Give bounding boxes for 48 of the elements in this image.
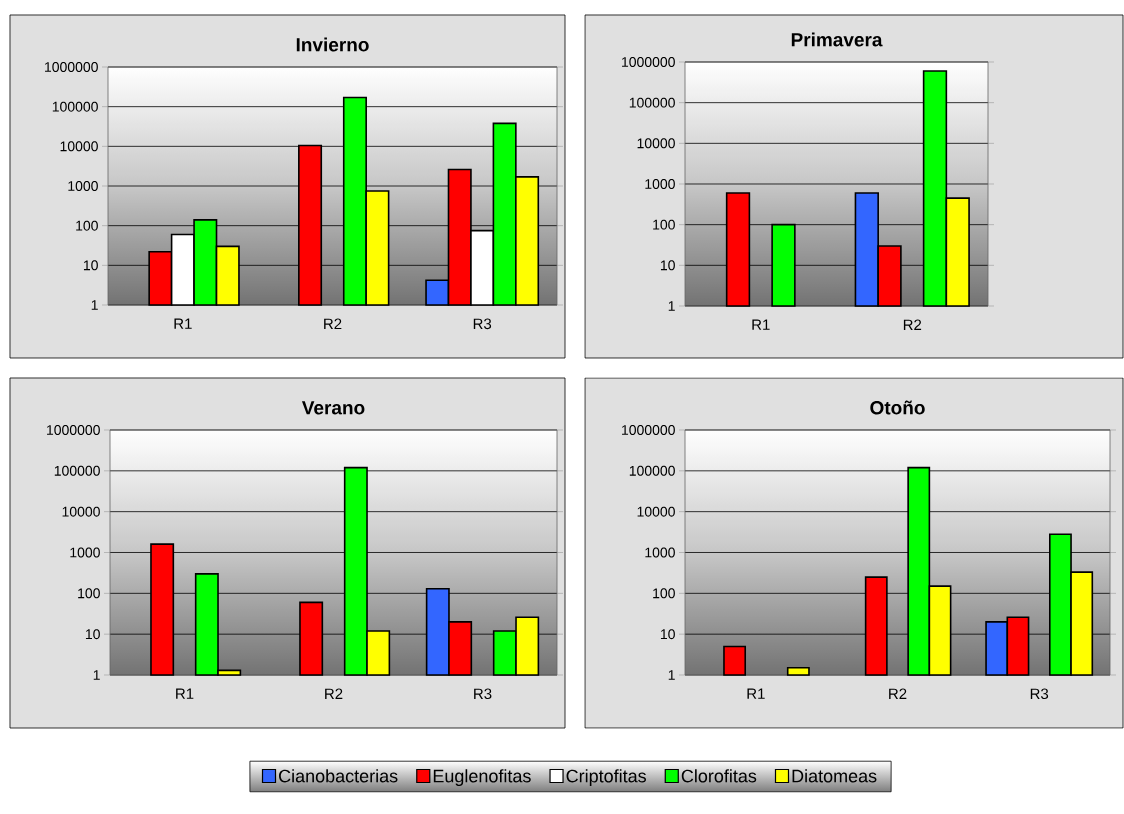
legend-label: Criptofitas bbox=[566, 769, 647, 786]
x-tick-label: R1 bbox=[174, 318, 192, 329]
x-tick-label: R3 bbox=[473, 318, 492, 330]
y-tick-label: 1000 bbox=[68, 181, 98, 191]
y-tick-label: 1000 bbox=[645, 179, 675, 189]
x-tick-label: R1 bbox=[176, 688, 194, 699]
y-tick-label: 1000000 bbox=[45, 62, 98, 72]
y-tick-label: 100 bbox=[653, 588, 675, 599]
y-tick-label: 1000000 bbox=[622, 425, 675, 435]
y-tick-label: 10000 bbox=[637, 506, 675, 517]
y-tick-label: 100000 bbox=[629, 97, 675, 108]
y-tick-label: 10000 bbox=[637, 138, 675, 149]
y-tick-label: 10000 bbox=[60, 141, 98, 152]
y-tick-label: 1 bbox=[668, 301, 675, 311]
y-tick-label: 100000 bbox=[54, 465, 100, 476]
y-tick-label: 100 bbox=[653, 219, 675, 230]
legend-label: Cianobacterias bbox=[279, 769, 398, 783]
x-tick-label: R3 bbox=[474, 688, 492, 700]
chart-title: Primavera bbox=[791, 32, 883, 47]
x-tick-label: R1 bbox=[747, 688, 765, 699]
y-tick-label: 1000 bbox=[645, 547, 675, 558]
y-tick-label: 10 bbox=[660, 629, 675, 640]
y-tick-label: 100 bbox=[78, 588, 100, 599]
chart-title: Otoño bbox=[870, 400, 925, 415]
y-tick-label: 10 bbox=[85, 629, 100, 640]
y-tick-label: 1000 bbox=[70, 547, 100, 558]
x-tick-label: R3 bbox=[1030, 688, 1049, 700]
y-tick-label: 1 bbox=[93, 670, 100, 680]
x-tick-label: R2 bbox=[325, 688, 343, 699]
y-tick-label: 100000 bbox=[629, 465, 675, 476]
y-tick-label: 100 bbox=[76, 220, 98, 231]
chart-title: Invierno bbox=[296, 37, 369, 52]
y-tick-label: 10 bbox=[83, 260, 98, 271]
y-tick-label: 100000 bbox=[52, 101, 98, 112]
x-tick-label: R2 bbox=[324, 318, 342, 329]
x-tick-label: R1 bbox=[752, 319, 770, 330]
y-tick-label: 10000 bbox=[62, 506, 100, 517]
legend-label: Clorofitas bbox=[681, 769, 757, 783]
y-tick-label: 1 bbox=[91, 300, 98, 310]
legend-label: Euglenofitas bbox=[433, 769, 531, 786]
y-tick-label: 1000000 bbox=[47, 425, 100, 435]
y-tick-label: 1 bbox=[668, 670, 675, 680]
legend-label: Diatomeas bbox=[792, 769, 877, 783]
chart-title: Verano bbox=[301, 401, 365, 415]
y-tick-label: 10 bbox=[660, 260, 675, 271]
y-tick-label: 1000000 bbox=[622, 57, 675, 67]
x-tick-label: R2 bbox=[903, 319, 922, 330]
x-tick-label: R2 bbox=[889, 688, 907, 699]
